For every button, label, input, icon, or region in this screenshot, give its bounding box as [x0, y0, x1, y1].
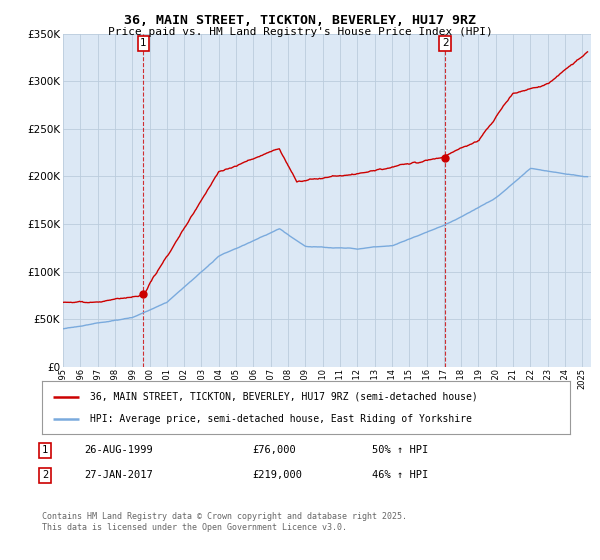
Text: 1: 1 — [140, 38, 147, 48]
Text: 36, MAIN STREET, TICKTON, BEVERLEY, HU17 9RZ (semi-detached house): 36, MAIN STREET, TICKTON, BEVERLEY, HU17… — [89, 392, 477, 402]
Text: 27-JAN-2017: 27-JAN-2017 — [84, 470, 153, 480]
Text: 36, MAIN STREET, TICKTON, BEVERLEY, HU17 9RZ: 36, MAIN STREET, TICKTON, BEVERLEY, HU17… — [124, 14, 476, 27]
Text: £219,000: £219,000 — [252, 470, 302, 480]
Text: 1: 1 — [42, 445, 48, 455]
Text: 46% ↑ HPI: 46% ↑ HPI — [372, 470, 428, 480]
Text: Price paid vs. HM Land Registry's House Price Index (HPI): Price paid vs. HM Land Registry's House … — [107, 27, 493, 37]
Text: 2: 2 — [42, 470, 48, 480]
Text: HPI: Average price, semi-detached house, East Riding of Yorkshire: HPI: Average price, semi-detached house,… — [89, 414, 472, 424]
Text: 2: 2 — [442, 38, 448, 48]
Text: 50% ↑ HPI: 50% ↑ HPI — [372, 445, 428, 455]
Text: Contains HM Land Registry data © Crown copyright and database right 2025.
This d: Contains HM Land Registry data © Crown c… — [42, 512, 407, 532]
Text: £76,000: £76,000 — [252, 445, 296, 455]
Text: 26-AUG-1999: 26-AUG-1999 — [84, 445, 153, 455]
